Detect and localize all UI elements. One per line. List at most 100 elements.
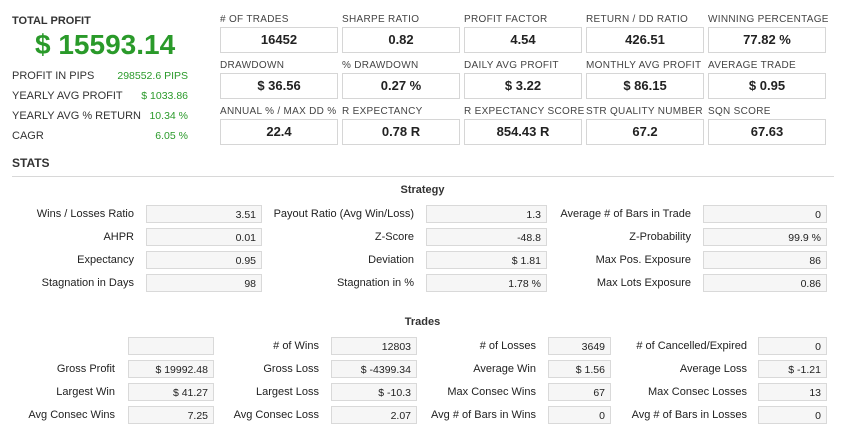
summary-row-yearly-avg-return: YEARLY AVG % RETURN 10.34 % — [12, 110, 188, 130]
metric-label: STR QUALITY NUMBER — [586, 106, 703, 117]
trade-label: Average Win — [473, 363, 536, 375]
metric-annual-max-dd: ANNUAL % / MAX DD % 22.4 — [220, 106, 338, 145]
metric-label: WINNING PERCENTAGE — [708, 14, 829, 25]
trade-label: Largest Loss — [256, 386, 319, 398]
trades-row: Largest Win $ 41.27 Largest Loss $ -10.3… — [0, 383, 861, 403]
metric-value: 67.2 — [586, 119, 704, 145]
trade-label: # of Losses — [479, 340, 536, 352]
stat-value: 0 — [703, 205, 827, 223]
metric-label: AVERAGE TRADE — [708, 60, 796, 71]
stat-label: Payout Ratio (Avg Win/Loss) — [273, 208, 414, 220]
stat-value: 0.01 — [146, 228, 262, 246]
trade-value: $ 1.56 — [548, 360, 611, 378]
trade-value: 0 — [548, 406, 611, 424]
trade-value: $ 19992.48 — [128, 360, 214, 378]
metric-average-trade: AVERAGE TRADE $ 0.95 — [708, 60, 826, 99]
stat-value: 98 — [146, 274, 262, 292]
metric-label: DAILY AVG PROFIT — [464, 60, 559, 71]
summary-row-yearly-avg-profit: YEARLY AVG PROFIT $ 1033.86 — [12, 90, 188, 110]
strategy-row: Expectancy 0.95 Deviation $ 1.81 Max Pos… — [0, 251, 861, 271]
trade-label: Average Loss — [679, 363, 747, 375]
trades-row: # of Wins 12803 # of Losses 3649 # of Ca… — [0, 337, 861, 357]
metric-label: R EXPECTANCY SCORE — [464, 106, 585, 117]
metric-value: 0.27 % — [342, 73, 460, 99]
metric-value: $ 3.22 — [464, 73, 582, 99]
trade-label: Avg Consec Loss — [233, 409, 319, 421]
trade-label: Max Consec Wins — [447, 386, 536, 398]
trades-title-wrap: Trades — [0, 316, 845, 328]
stat-label: Z-Probability — [629, 231, 691, 243]
trade-label: Max Consec Losses — [647, 386, 747, 398]
strategy-row: Stagnation in Days 98 Stagnation in % 1.… — [0, 274, 861, 294]
trade-value: $ -10.3 — [331, 383, 417, 401]
stats-title: STATS — [12, 156, 50, 170]
stat-value: 1.78 % — [426, 274, 547, 292]
stat-value: 0.86 — [703, 274, 827, 292]
trade-value: 0 — [758, 406, 827, 424]
metric-sqn-score: SQN SCORE 67.63 — [708, 106, 826, 145]
summary-value: 6.05 % — [155, 130, 188, 142]
metric-value: 22.4 — [220, 119, 338, 145]
metric-r-expectancy-score: R EXPECTANCY SCORE 854.43 R — [464, 106, 585, 145]
trade-value: 12803 — [331, 337, 417, 355]
strategy-title-wrap: Strategy — [0, 184, 845, 196]
metric-sharpe-ratio: SHARPE RATIO 0.82 — [342, 14, 460, 53]
metric-winning-percentage: WINNING PERCENTAGE 77.82 % — [708, 14, 829, 53]
metric-value: $ 86.15 — [586, 73, 704, 99]
trade-value — [128, 337, 214, 355]
metric-value: 77.82 % — [708, 27, 826, 53]
stat-value: 0.95 — [146, 251, 262, 269]
stat-label: Stagnation in % — [336, 277, 414, 289]
trade-label: Gross Loss — [263, 363, 319, 375]
trade-value: 0 — [758, 337, 827, 355]
metric-label: ANNUAL % / MAX DD % — [220, 106, 337, 117]
stats-divider — [12, 176, 834, 177]
total-profit-label: TOTAL PROFIT — [12, 15, 91, 27]
trade-label: Avg # of Bars in Losses — [631, 409, 747, 421]
metric-value: 0.82 — [342, 27, 460, 53]
metric-label: R EXPECTANCY — [342, 106, 423, 117]
summary-value: 10.34 % — [149, 110, 188, 122]
metric-trades: # OF TRADES 16452 — [220, 14, 338, 53]
summary-value: $ 1033.86 — [141, 90, 188, 102]
total-profit-value: $ 15593.14 — [35, 29, 176, 60]
metric-label: SQN SCORE — [708, 106, 771, 117]
summary-value: 298552.6 PIPS — [117, 70, 188, 82]
stat-value: 99.9 % — [703, 228, 827, 246]
stat-label: Max Pos. Exposure — [595, 254, 691, 266]
trade-value: 13 — [758, 383, 827, 401]
strategy-row: Wins / Losses Ratio 3.51 Payout Ratio (A… — [0, 205, 861, 225]
trade-value: 7.25 — [128, 406, 214, 424]
summary-label: YEARLY AVG % RETURN — [12, 110, 141, 122]
stat-value: $ 1.81 — [426, 251, 547, 269]
trade-label: Avg Consec Wins — [28, 409, 115, 421]
metric-monthly-avg-profit: MONTHLY AVG PROFIT $ 86.15 — [586, 60, 704, 99]
metric-label: # OF TRADES — [220, 14, 289, 25]
metric-return-dd-ratio: RETURN / DD RATIO 426.51 — [586, 14, 704, 53]
metric-value: 854.43 R — [464, 119, 582, 145]
metric-value: $ 0.95 — [708, 73, 826, 99]
trade-value: 2.07 — [331, 406, 417, 424]
trade-label: Largest Win — [56, 386, 115, 398]
summary-label: CAGR — [12, 130, 44, 142]
strategy-row: AHPR 0.01 Z-Score -48.8 Z-Probability 99… — [0, 228, 861, 248]
metric-daily-avg-profit: DAILY AVG PROFIT $ 3.22 — [464, 60, 582, 99]
summary-row-pips: PROFIT IN PIPS 298552.6 PIPS — [12, 70, 188, 90]
metric-label: RETURN / DD RATIO — [586, 14, 689, 25]
stat-value: -48.8 — [426, 228, 547, 246]
metric-value: 0.78 R — [342, 119, 460, 145]
stat-label: Expectancy — [77, 254, 134, 266]
trade-label: Avg # of Bars in Wins — [431, 409, 536, 421]
trades-row: Avg Consec Wins 7.25 Avg Consec Loss 2.0… — [0, 406, 861, 426]
metric-str-quality-number: STR QUALITY NUMBER 67.2 — [586, 106, 704, 145]
trade-value: $ -1.21 — [758, 360, 827, 378]
trade-value: 3649 — [548, 337, 611, 355]
stat-value: 1.3 — [426, 205, 547, 223]
metric-drawdown: DRAWDOWN $ 36.56 — [220, 60, 338, 99]
metric-label: DRAWDOWN — [220, 60, 285, 71]
strategy-title: Strategy — [400, 184, 445, 196]
trade-value: $ -4399.34 — [331, 360, 417, 378]
stat-label: Stagnation in Days — [41, 277, 134, 289]
trade-value: $ 41.27 — [128, 383, 214, 401]
metric-percent-drawdown: % DRAWDOWN 0.27 % — [342, 60, 460, 99]
